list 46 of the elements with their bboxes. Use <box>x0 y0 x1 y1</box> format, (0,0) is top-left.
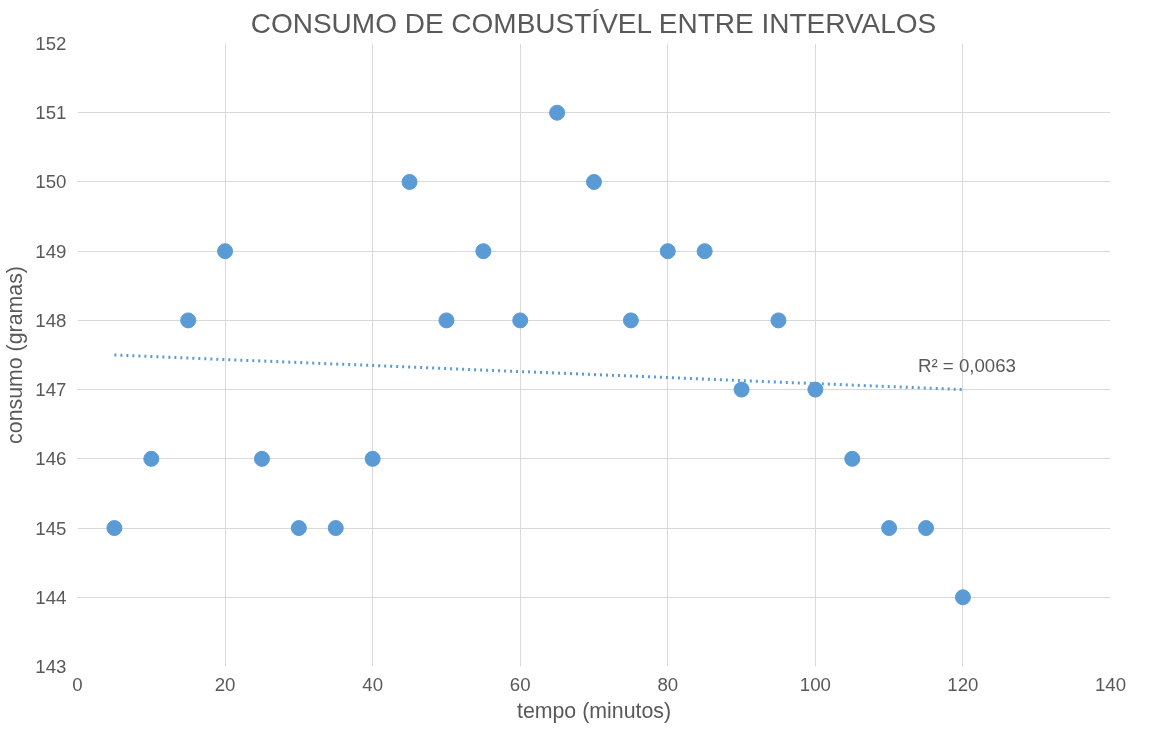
point <box>586 173 602 190</box>
point <box>622 312 639 329</box>
point <box>401 173 418 190</box>
y-tick-label: 151 <box>35 102 67 124</box>
x-tick-label: 80 <box>657 673 679 695</box>
y-tick-label: 147 <box>35 379 67 401</box>
point <box>143 450 160 467</box>
point <box>659 243 676 260</box>
point <box>290 520 307 537</box>
chart-title: CONSUMO DE COMBUSTÍVEL ENTRE INTERVALOS <box>250 7 937 39</box>
point <box>918 520 935 537</box>
point <box>549 104 566 121</box>
y-axis-title: consumo (gramas) <box>3 266 28 444</box>
point <box>696 243 713 260</box>
annotation: R² = 0,0063 <box>917 354 1016 376</box>
x-axis-title: tempo (minutos) <box>516 698 672 723</box>
x-tick-label: 60 <box>509 673 531 695</box>
x-tick-label: 120 <box>947 673 979 695</box>
point <box>106 520 123 537</box>
point <box>217 243 234 260</box>
point <box>512 312 529 329</box>
point <box>881 520 898 537</box>
point <box>364 450 381 467</box>
point <box>954 589 971 606</box>
point <box>733 381 750 398</box>
y-tick-label: 143 <box>35 656 67 677</box>
x-tick-label: 100 <box>799 673 831 695</box>
y-tick-label: 149 <box>35 240 67 262</box>
y-tick-label: 144 <box>35 586 67 608</box>
x-tick-label: 20 <box>214 673 236 695</box>
y-tick-label: 150 <box>35 171 67 193</box>
y-tick-label: 148 <box>35 309 67 331</box>
x-tick-label: 40 <box>362 673 384 695</box>
point <box>253 450 270 467</box>
y-tick-label: 152 <box>35 33 67 54</box>
point <box>770 312 787 329</box>
point <box>844 450 861 467</box>
point <box>475 243 492 260</box>
point <box>807 381 824 398</box>
point <box>438 312 455 329</box>
x-tick-label: 0 <box>72 673 83 695</box>
x-tick-label: 140 <box>1094 673 1127 695</box>
y-tick-label: 145 <box>35 517 67 539</box>
y-tick-label: 146 <box>35 448 67 470</box>
point <box>327 520 344 537</box>
point <box>180 312 197 329</box>
